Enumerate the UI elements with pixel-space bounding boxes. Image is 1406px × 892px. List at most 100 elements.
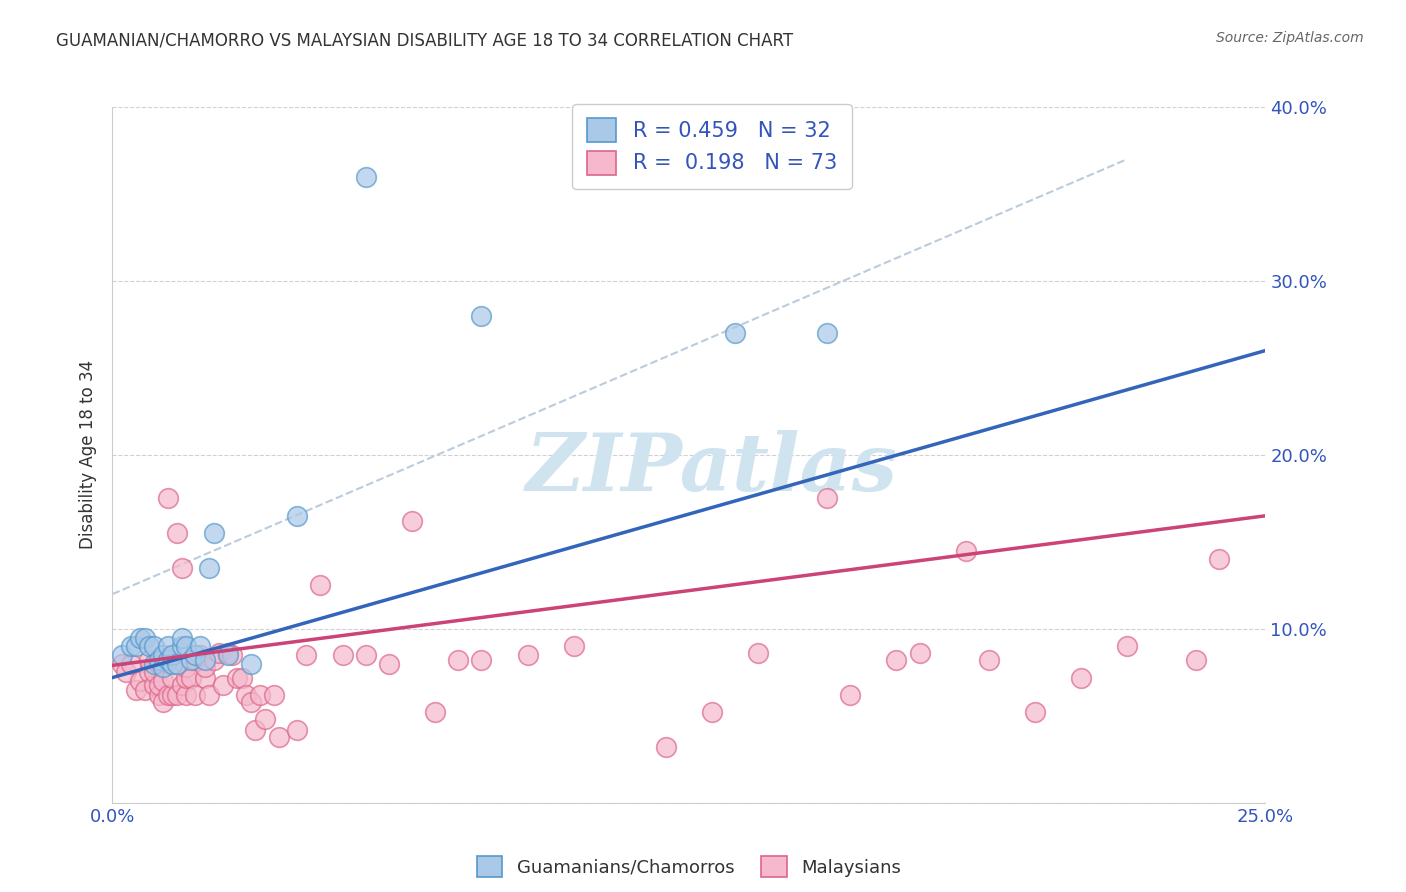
Point — [148, 677, 170, 691]
Point — [124, 682, 146, 697]
Point — [170, 639, 193, 653]
Point — [156, 491, 179, 506]
Point — [815, 326, 838, 340]
Point — [263, 688, 285, 702]
Point — [156, 653, 179, 667]
Point — [231, 671, 253, 685]
Point — [162, 648, 184, 662]
Point — [401, 514, 423, 528]
Point — [1185, 653, 1208, 667]
Point — [184, 688, 207, 702]
Point — [562, 639, 585, 653]
Point — [156, 688, 179, 702]
Point — [239, 657, 262, 671]
Point — [170, 631, 193, 645]
Point — [162, 671, 184, 685]
Point — [198, 688, 221, 702]
Point — [134, 631, 156, 645]
Text: Source: ZipAtlas.com: Source: ZipAtlas.com — [1216, 31, 1364, 45]
Point — [217, 646, 239, 660]
Point — [908, 646, 931, 660]
Point — [977, 653, 1000, 667]
Point — [143, 639, 166, 653]
Point — [184, 648, 207, 662]
Point — [162, 688, 184, 702]
Point — [207, 646, 229, 660]
Point — [124, 639, 146, 653]
Point — [839, 688, 862, 702]
Point — [174, 660, 197, 674]
Point — [148, 657, 170, 671]
Point — [194, 660, 217, 674]
Point — [1116, 639, 1139, 653]
Point — [245, 723, 267, 737]
Point — [700, 706, 723, 720]
Point — [378, 657, 401, 671]
Point — [152, 695, 174, 709]
Point — [239, 695, 262, 709]
Point — [174, 688, 197, 702]
Point — [354, 169, 377, 184]
Point — [354, 648, 377, 662]
Point — [1024, 706, 1046, 720]
Point — [120, 639, 142, 653]
Point — [655, 740, 678, 755]
Point — [253, 712, 276, 726]
Point — [226, 671, 249, 685]
Point — [138, 665, 160, 680]
Point — [143, 677, 166, 691]
Point — [148, 653, 170, 667]
Point — [148, 688, 170, 702]
Point — [170, 561, 193, 575]
Point — [138, 639, 160, 653]
Text: ZIPatlas: ZIPatlas — [526, 430, 898, 508]
Point — [174, 671, 197, 685]
Point — [235, 688, 257, 702]
Point — [217, 648, 239, 662]
Point — [152, 648, 174, 662]
Point — [134, 682, 156, 697]
Point — [470, 653, 492, 667]
Point — [249, 688, 271, 702]
Point — [470, 309, 492, 323]
Point — [194, 653, 217, 667]
Point — [221, 648, 243, 662]
Point — [309, 578, 332, 592]
Point — [1070, 671, 1092, 685]
Point — [724, 326, 747, 340]
Point — [202, 653, 225, 667]
Point — [447, 653, 470, 667]
Point — [174, 639, 197, 653]
Point — [170, 677, 193, 691]
Point — [285, 508, 308, 523]
Point — [129, 674, 152, 689]
Point — [120, 657, 142, 671]
Point — [955, 543, 977, 558]
Point — [188, 648, 211, 662]
Point — [425, 706, 447, 720]
Legend: Guamanians/Chamorros, Malaysians: Guamanians/Chamorros, Malaysians — [470, 849, 908, 884]
Point — [285, 723, 308, 737]
Point — [111, 648, 134, 662]
Point — [267, 730, 290, 744]
Point — [295, 648, 318, 662]
Point — [152, 660, 174, 674]
Point — [138, 653, 160, 667]
Point — [143, 665, 166, 680]
Point — [111, 657, 134, 671]
Text: GUAMANIAN/CHAMORRO VS MALAYSIAN DISABILITY AGE 18 TO 34 CORRELATION CHART: GUAMANIAN/CHAMORRO VS MALAYSIAN DISABILI… — [56, 31, 793, 49]
Point — [166, 688, 188, 702]
Point — [1208, 552, 1230, 566]
Point — [115, 665, 138, 680]
Point — [198, 561, 221, 575]
Point — [166, 526, 188, 541]
Y-axis label: Disability Age 18 to 34: Disability Age 18 to 34 — [79, 360, 97, 549]
Point — [332, 648, 354, 662]
Point — [129, 631, 152, 645]
Point — [815, 491, 838, 506]
Point — [143, 657, 166, 671]
Point — [194, 671, 217, 685]
Point — [166, 657, 188, 671]
Point — [202, 526, 225, 541]
Point — [212, 677, 235, 691]
